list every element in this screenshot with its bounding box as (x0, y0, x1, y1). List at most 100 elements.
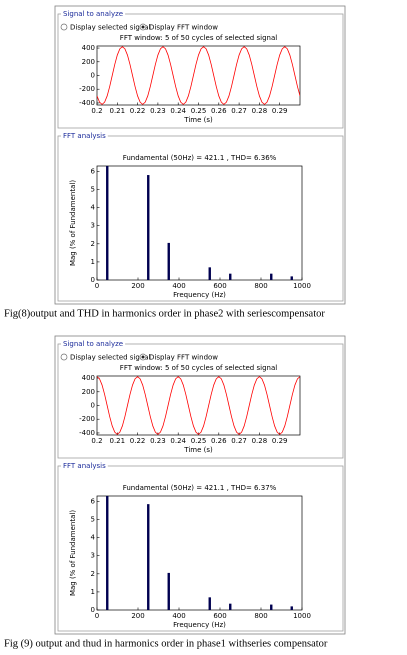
plot-area (96, 165, 303, 281)
x-tick-label: 1000 (293, 282, 311, 290)
chart-title: FFT window: 5 of 50 cycles of selected s… (120, 34, 277, 42)
y-tick-label: 2 (91, 570, 95, 578)
panel-title: Signal to analyze (63, 340, 123, 348)
x-tick-label: 0.26 (211, 107, 227, 115)
y-tick-label: 5 (91, 186, 95, 194)
y-axis-label: Mag (% of Fundamental) (69, 510, 77, 596)
bar (290, 276, 293, 280)
chart-title: FFT window: 5 of 50 cycles of selected s… (120, 364, 277, 372)
x-tick-label: 0.29 (272, 437, 288, 445)
x-tick-label: 0.29 (272, 107, 288, 115)
y-tick-label: 3 (91, 552, 95, 560)
radio-label[interactable]: Display FFT window (149, 24, 218, 32)
y-tick-label: 6 (91, 167, 96, 175)
y-tick-label: 0 (91, 402, 95, 410)
plot-area (96, 375, 301, 436)
bar (229, 603, 232, 610)
x-tick-label: 0.23 (150, 437, 166, 445)
panel-title: FFT analysis (63, 462, 106, 470)
figure: Signal to analyze Display selected signal… (4, 5, 346, 319)
y-axis-label: Mag (% of Fundamental) (69, 180, 77, 266)
x-tick-label: 0.2 (91, 107, 102, 115)
y-tick-label: 1 (91, 258, 95, 266)
y-tick-label: 6 (91, 497, 96, 505)
plot-marks (97, 376, 300, 435)
y-tick-label: 400 (82, 374, 95, 382)
signal-line (97, 376, 300, 435)
bar (167, 242, 170, 280)
x-tick-label: 600 (213, 282, 226, 290)
x-tick-label: 0.27 (231, 437, 247, 445)
x-tick-label: 200 (131, 282, 144, 290)
bar (167, 572, 170, 610)
x-axis-label: Time (s) (183, 446, 213, 454)
x-tick-label: 0.21 (110, 107, 126, 115)
panel-title-bg (61, 340, 126, 348)
radio-button[interactable] (60, 23, 68, 31)
caption: Fig(8)output and THD in harmonics order … (4, 308, 325, 319)
y-tick-label: 2 (91, 240, 95, 248)
chart-title: Fundamental (50Hz) = 421.1 , THD= 6.37% (123, 484, 277, 492)
radio-dot (141, 355, 145, 359)
x-axis-label: Frequency (Hz) (173, 291, 226, 299)
y-tick-label: 200 (82, 58, 95, 66)
chart-title: Fundamental (50Hz) = 421.1 , THD= 6.36% (123, 154, 277, 162)
panel-title: FFT analysis (63, 132, 106, 140)
y-tick-label: 400 (82, 44, 95, 52)
bar (208, 597, 211, 610)
radio-dot (141, 25, 145, 29)
x-tick-label: 0.25 (191, 437, 207, 445)
panel-title: Signal to analyze (63, 10, 123, 18)
x-tick-label: 0.23 (150, 107, 166, 115)
x-tick-label: 800 (254, 612, 267, 620)
y-tick-label: 0 (91, 72, 95, 80)
radio-label[interactable]: Display FFT window (149, 354, 218, 362)
x-tick-label: 0.21 (110, 437, 126, 445)
x-axis-label: Frequency (Hz) (173, 621, 226, 629)
x-tick-label: 600 (213, 612, 226, 620)
plot-marks (106, 496, 293, 610)
x-tick-label: 0.22 (130, 437, 146, 445)
x-tick-label: 200 (131, 612, 144, 620)
y-tick-label: -400 (79, 429, 95, 437)
y-tick-label: 4 (91, 204, 96, 212)
x-tick-label: 0.2 (91, 437, 102, 445)
panel-frame (57, 343, 344, 459)
radio-label[interactable]: Display selected signal (70, 24, 151, 32)
panel-title-bg (61, 10, 126, 18)
radio-label[interactable]: Display selected signal (70, 354, 151, 362)
y-tick-label: 0 (91, 606, 95, 614)
signal-line (97, 46, 300, 105)
panel-title-bg (61, 462, 108, 470)
bar (270, 604, 273, 610)
x-tick-label: 400 (172, 282, 185, 290)
panel-frame (57, 465, 344, 632)
x-tick-label: 0.24 (170, 107, 186, 115)
x-tick-label: 0.26 (211, 437, 227, 445)
panel-frame (57, 13, 344, 129)
plot-marks (106, 166, 293, 280)
bar (147, 175, 150, 280)
bar (270, 273, 273, 280)
y-tick-label: 0 (91, 276, 95, 284)
y-tick-label: 5 (91, 516, 95, 524)
x-tick-label: 1000 (293, 612, 311, 620)
x-tick-label: 0 (95, 612, 99, 620)
y-tick-label: 1 (91, 588, 95, 596)
x-tick-label: 0.28 (252, 437, 268, 445)
y-tick-label: 200 (82, 388, 95, 396)
x-tick-label: 800 (254, 282, 267, 290)
x-tick-label: 0.22 (130, 107, 146, 115)
y-tick-label: 3 (91, 222, 95, 230)
bar (290, 606, 293, 610)
bar (147, 504, 150, 610)
y-tick-label: -200 (79, 415, 95, 423)
y-tick-label: -400 (79, 99, 95, 107)
x-tick-label: 0.27 (231, 107, 247, 115)
bar (106, 496, 109, 610)
bar (229, 273, 232, 280)
x-tick-label: 0.24 (170, 437, 186, 445)
radio-button[interactable] (60, 353, 68, 361)
panel-title-bg (61, 132, 108, 140)
